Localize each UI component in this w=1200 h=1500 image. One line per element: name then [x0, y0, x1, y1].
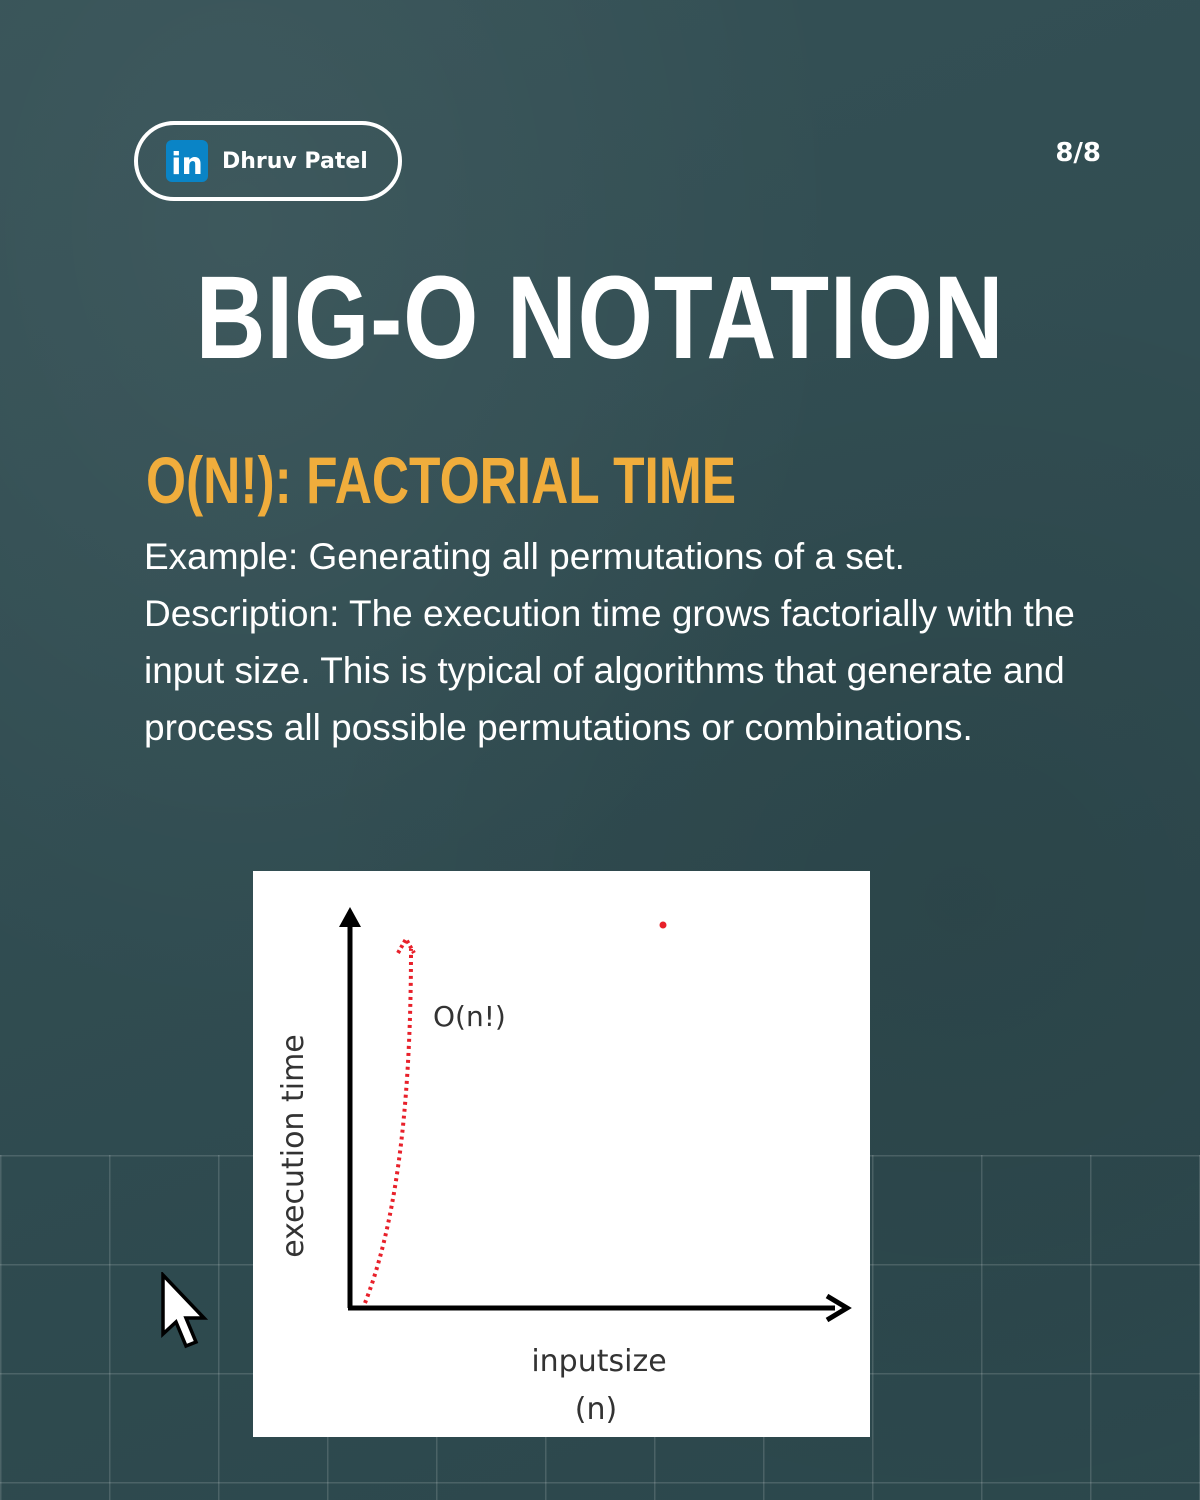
factorial-curve: [363, 948, 413, 1304]
author-name: Dhruv Patel: [222, 148, 368, 174]
diagram-canvas: O(n!) execution time inputsize (n): [276, 907, 852, 1427]
page-indicator: 8/8: [1055, 138, 1101, 168]
complexity-diagram: O(n!) execution time inputsize (n): [253, 871, 870, 1437]
page-title: BIG-O NOTATION: [195, 252, 1005, 384]
x-axis-arrowhead: [825, 1293, 852, 1323]
section-heading: O(N!): FACTORIAL TIME: [146, 443, 737, 517]
curve-label: O(n!): [433, 1000, 506, 1033]
author-badge[interactable]: in Dhruv Patel: [134, 121, 402, 201]
description-text: Description: The execution time grows fa…: [144, 593, 1075, 748]
example-text: Example: Generating all permutations of …: [144, 536, 905, 577]
red-dot: [659, 921, 667, 929]
mouse-cursor-icon: [161, 1272, 208, 1349]
linkedin-icon: in: [166, 140, 208, 182]
curve-arrowhead: [396, 934, 416, 954]
x-axis-label: inputsize: [531, 1344, 666, 1379]
body-text: Example: Generating all permutations of …: [144, 528, 1104, 756]
y-axis-arrowhead: [339, 907, 361, 927]
y-axis-label: execution time: [276, 1034, 311, 1258]
x-axis-label-unit: (n): [575, 1392, 617, 1427]
